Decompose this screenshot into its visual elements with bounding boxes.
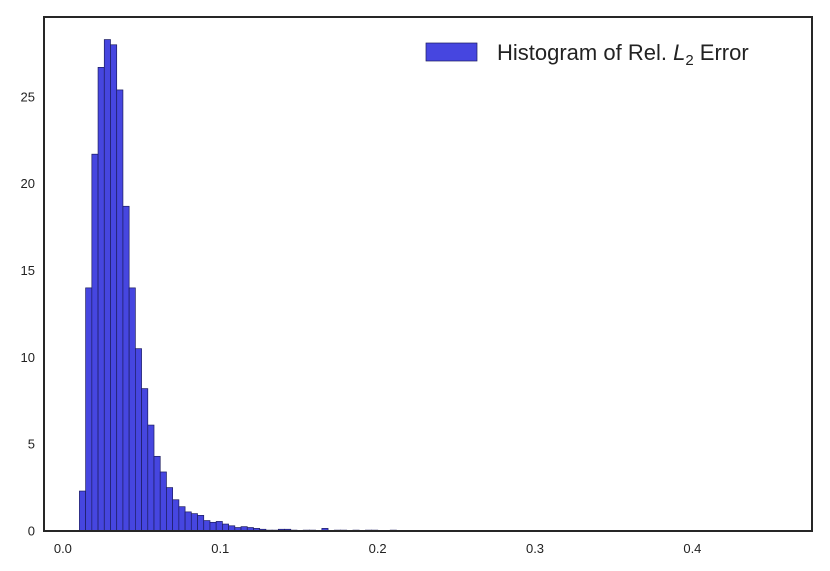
histogram-bar bbox=[153, 455, 161, 532]
x-tick-label: 0.0 bbox=[54, 541, 72, 556]
legend-label: Histogram of Rel. L2 Error bbox=[497, 40, 749, 69]
histogram-bar bbox=[166, 487, 174, 532]
histogram-bar bbox=[222, 523, 229, 532]
x-tick-label: 0.3 bbox=[526, 541, 544, 556]
histogram-bar bbox=[215, 521, 223, 532]
histogram-bar bbox=[197, 515, 205, 532]
y-tick-label: 20 bbox=[21, 176, 35, 191]
y-tick-label: 5 bbox=[28, 437, 35, 452]
histogram-bar bbox=[190, 513, 198, 532]
histogram-bar bbox=[79, 490, 86, 532]
histogram-bar bbox=[147, 424, 155, 532]
histogram-bar bbox=[110, 44, 118, 532]
histogram-bar bbox=[97, 67, 105, 532]
legend-prefix: Histogram of Rel. bbox=[497, 40, 673, 65]
x-tick-label: 0.1 bbox=[211, 541, 229, 556]
histogram-bar bbox=[178, 506, 186, 532]
y-tick-label: 10 bbox=[21, 350, 35, 365]
histogram-bar bbox=[85, 287, 93, 532]
histogram-bar bbox=[103, 39, 111, 532]
legend-suffix: Error bbox=[694, 40, 749, 65]
x-tick-label: 0.2 bbox=[369, 541, 387, 556]
y-tick-label: 15 bbox=[21, 263, 35, 278]
histogram-bar bbox=[116, 89, 124, 532]
histogram-bar bbox=[141, 388, 149, 532]
y-tick-label: 25 bbox=[21, 89, 35, 104]
y-tick-label: 0 bbox=[28, 524, 35, 539]
histogram-bar bbox=[172, 499, 180, 532]
plot-frame bbox=[43, 16, 813, 532]
ticks-layer: 0.0 0.1 0.2 0.3 0.4 0 5 10 15 20 25 bbox=[21, 89, 702, 556]
x-tick-label: 0.4 bbox=[683, 541, 701, 556]
legend-subscript: 2 bbox=[685, 52, 693, 69]
histogram-bar bbox=[184, 511, 192, 532]
histogram-bar bbox=[91, 153, 99, 532]
legend: Histogram of Rel. L2 Error bbox=[425, 40, 749, 69]
histogram-bar bbox=[135, 348, 142, 532]
legend-swatch bbox=[425, 42, 478, 62]
histogram-bar bbox=[209, 521, 217, 532]
histogram-bar bbox=[122, 205, 130, 532]
histogram-bar bbox=[128, 287, 136, 532]
legend-symbol: L bbox=[673, 40, 685, 65]
histogram-bar bbox=[159, 471, 167, 532]
histogram-bar bbox=[203, 520, 211, 532]
bars-layer bbox=[79, 39, 397, 532]
